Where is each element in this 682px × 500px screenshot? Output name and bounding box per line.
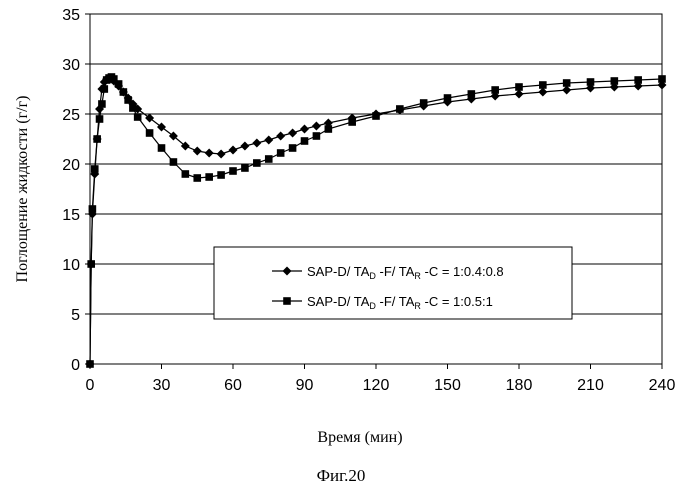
series-2-point-40 <box>515 83 523 91</box>
series-2-point-41 <box>539 81 547 89</box>
series-1-point-42 <box>562 86 571 95</box>
legend: SAP-D/ TAD -F/ TAR -C = 1:0.4:0.8SAP-D/ … <box>214 247 572 319</box>
series-2-point-20 <box>182 170 190 178</box>
x-tick-label-2: 60 <box>224 377 242 394</box>
series-1-point-18 <box>157 123 166 132</box>
series-group <box>86 73 667 368</box>
series-2-point-44 <box>611 77 619 85</box>
series-2-point-26 <box>253 159 261 167</box>
figure-caption: Фиг.20 <box>0 466 682 486</box>
x-tick-label-6: 180 <box>506 377 533 394</box>
series-2-point-37 <box>444 94 452 102</box>
series-1-point-28 <box>276 132 285 141</box>
y-tick-label-0: 0 <box>71 357 80 374</box>
series-2-point-30 <box>301 137 309 145</box>
y-tick-label-2: 10 <box>62 257 80 274</box>
series-2-point-39 <box>491 86 499 94</box>
legend-label-2-part-2: -F/ TA <box>376 294 415 309</box>
x-tick-label-1: 30 <box>153 377 171 394</box>
x-ticks: 0 30 60 90 120 150 180 210 240 <box>86 364 676 394</box>
series-2-point-21 <box>193 174 201 182</box>
x-axis-title: Время (мин) <box>317 429 402 446</box>
series-1-point-27 <box>264 136 273 145</box>
series-2-point-15 <box>129 104 137 112</box>
x-tick-label-8: 240 <box>649 377 676 394</box>
series-2-point-45 <box>634 76 642 84</box>
series-2-point-3 <box>91 165 99 173</box>
series-2-point-23 <box>217 171 225 179</box>
legend-label-2: SAP-D/ TAD -F/ TAR -C = 1:0.5:1 <box>307 294 493 311</box>
legend-label-1: SAP-D/ TAD -F/ TAR -C = 1:0.4:0.8 <box>307 264 504 281</box>
legend-label-1-part-2: -F/ TA <box>376 264 415 279</box>
x-tick-label-5: 150 <box>434 377 461 394</box>
series-2-point-5 <box>96 115 104 123</box>
legend-label-1-part-4: -C = 1:0.4:0.8 <box>421 264 504 279</box>
series-2-line <box>90 77 662 364</box>
y-axis-title: Поглощение жидкости (г/г) <box>14 96 31 283</box>
series-1-point-22 <box>205 149 214 158</box>
x-tick-label-3: 90 <box>296 377 314 394</box>
series-2-point-14 <box>124 96 132 104</box>
series-2-point-43 <box>587 78 595 86</box>
series-1-point-23 <box>217 150 226 159</box>
x-tick-label-4: 120 <box>363 377 390 394</box>
y-tick-label-6: 30 <box>62 57 80 74</box>
series-2-point-16 <box>134 113 142 121</box>
legend-label-1-part-0: SAP-D/ TA <box>307 264 370 279</box>
series-2-point-7 <box>101 85 109 93</box>
series-1-point-41 <box>538 88 547 97</box>
series-2-point-36 <box>420 99 428 107</box>
series-2-point-13 <box>120 88 128 96</box>
series-2-point-17 <box>146 129 154 137</box>
x-tick-label-0: 0 <box>86 377 95 394</box>
series-1-point-26 <box>252 139 261 148</box>
series-2-point-6 <box>98 100 106 108</box>
series-2-point-42 <box>563 79 571 87</box>
series-2-point-34 <box>372 112 380 120</box>
y-ticks: 0 5 10 15 20 25 30 35 <box>62 7 90 374</box>
series-1-point-17 <box>145 114 154 123</box>
series-2-point-22 <box>205 173 213 181</box>
series-1-point-40 <box>515 90 524 99</box>
series-1-line <box>90 78 662 364</box>
series-1-point-24 <box>229 146 238 155</box>
y-tick-label-1: 5 <box>71 307 80 324</box>
series-2-point-1 <box>87 260 95 268</box>
series-2 <box>86 73 666 368</box>
legend-label-2-part-0: SAP-D/ TA <box>307 294 370 309</box>
y-tick-label-4: 20 <box>62 157 80 174</box>
series-1-point-29 <box>288 129 297 138</box>
y-tick-label-5: 25 <box>62 107 80 124</box>
y-tick-label-3: 15 <box>62 207 80 224</box>
y-tick-label-7: 35 <box>62 7 80 24</box>
legend-label-2-part-4: -C = 1:0.5:1 <box>421 294 493 309</box>
series-2-point-12 <box>115 80 123 88</box>
series-2-point-18 <box>158 144 166 152</box>
series-1-point-25 <box>240 142 249 151</box>
series-2-point-25 <box>241 164 249 172</box>
series-2-point-19 <box>170 158 178 166</box>
series-2-point-28 <box>277 149 285 157</box>
series-2-point-38 <box>468 90 476 98</box>
series-2-point-4 <box>93 135 101 143</box>
series-2-point-32 <box>325 125 333 133</box>
series-2-point-29 <box>289 144 297 152</box>
legend-item-1: SAP-D/ TAD -F/ TAR -C = 1:0.4:0.8 <box>272 264 504 281</box>
series-2-point-31 <box>313 132 321 140</box>
legend-marker-2 <box>283 297 291 305</box>
series-1-point-31 <box>312 122 321 131</box>
series-2-point-27 <box>265 155 273 163</box>
series-1-point-21 <box>193 147 202 156</box>
series-1-point-30 <box>300 125 309 134</box>
x-tick-label-7: 210 <box>577 377 604 394</box>
series-2-point-33 <box>348 118 356 126</box>
series-2-point-24 <box>229 167 237 175</box>
series-2-point-35 <box>396 105 404 113</box>
